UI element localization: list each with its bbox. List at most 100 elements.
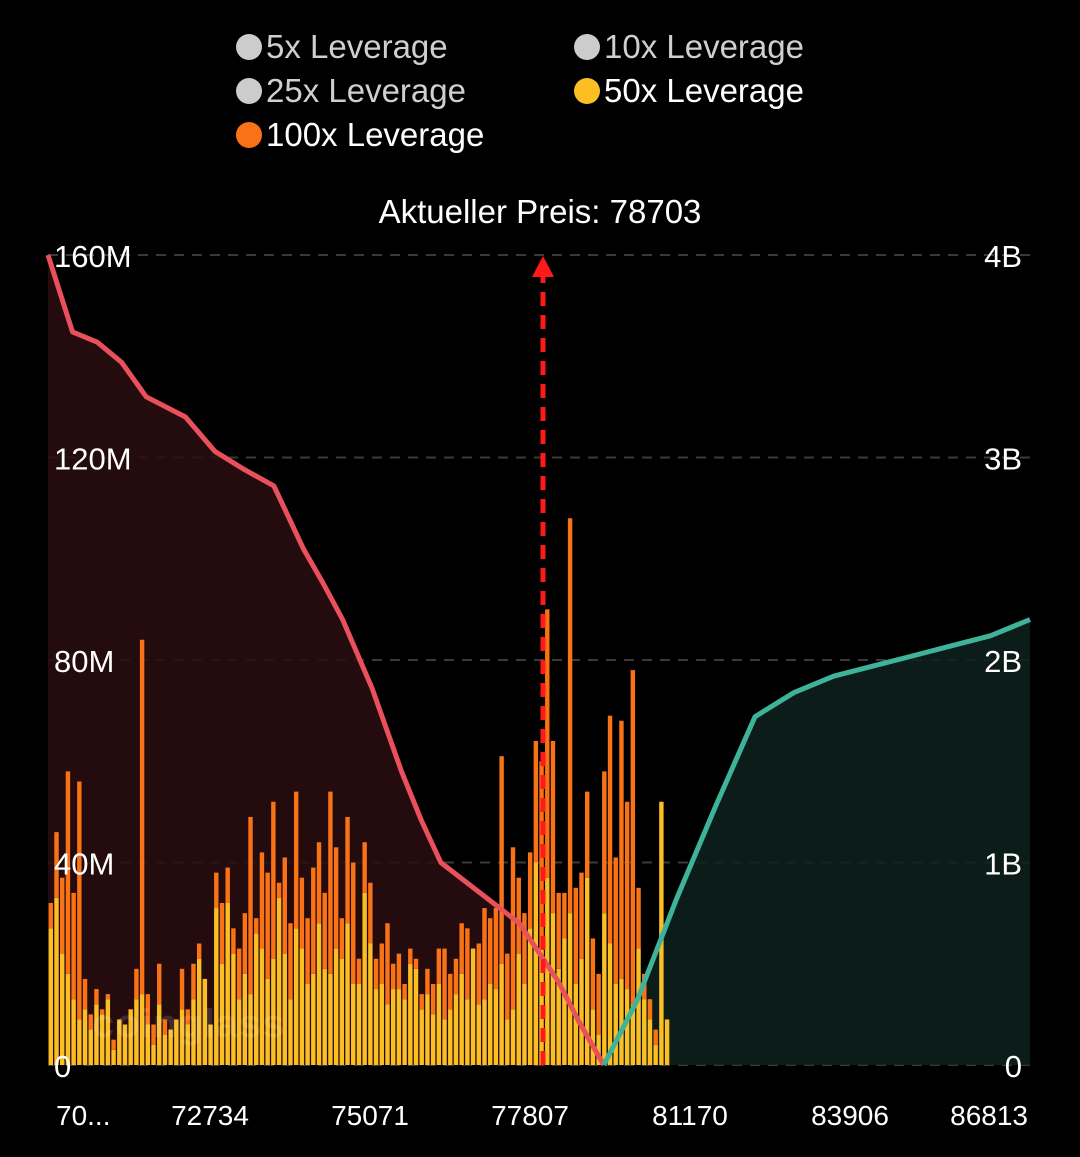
legend-item-100x-leverage[interactable]: 100x Leverage xyxy=(236,116,484,154)
bar-100x xyxy=(499,756,504,964)
bar-100x xyxy=(442,948,447,1020)
bar-100x xyxy=(99,1009,105,1015)
left-axis-tick: 0 xyxy=(54,1049,71,1084)
bar-50x xyxy=(590,1009,596,1065)
bar-100x xyxy=(276,882,282,898)
bar-50x xyxy=(430,1014,436,1065)
x-axis-tick: 72734 xyxy=(171,1100,249,1131)
bar-100x xyxy=(653,1029,658,1045)
bar-50x xyxy=(242,973,248,1065)
bar-50x xyxy=(117,1019,122,1065)
bar-100x xyxy=(282,857,287,954)
bar-50x xyxy=(573,984,578,1065)
bar-100x xyxy=(162,1019,168,1035)
bar-100x xyxy=(179,968,185,1010)
bar-100x xyxy=(225,867,230,903)
bar-50x xyxy=(214,908,219,1065)
bar-100x xyxy=(293,791,299,929)
bar-50x xyxy=(613,984,618,1065)
bar-50x xyxy=(533,862,539,1065)
bar-50x xyxy=(299,948,305,1065)
bar-50x xyxy=(419,1009,424,1065)
bar-100x xyxy=(562,892,567,939)
bar-100x xyxy=(505,953,510,1020)
bar-50x xyxy=(293,928,299,1065)
bar-50x xyxy=(196,958,202,1065)
bar-100x xyxy=(77,781,82,1020)
x-axis-tick: 77807 xyxy=(491,1100,569,1131)
bar-100x xyxy=(624,801,630,990)
bar-50x xyxy=(219,963,225,1065)
right-axis-tick: 0 xyxy=(1005,1049,1022,1084)
bar-50x xyxy=(151,1044,156,1065)
bar-50x xyxy=(550,913,556,1065)
bar-100x xyxy=(527,852,533,929)
bar-100x xyxy=(596,973,601,1035)
watermark: coinglass xyxy=(92,1002,286,1046)
legend-dot-icon xyxy=(574,34,600,60)
bar-100x xyxy=(214,872,219,909)
x-axis-tick: 81170 xyxy=(652,1100,728,1131)
bar-100x xyxy=(613,857,618,984)
bar-50x xyxy=(139,994,145,1065)
bar-50x xyxy=(208,1024,213,1065)
bar-50x xyxy=(624,989,630,1065)
bar-50x xyxy=(145,1024,151,1065)
bar-50x xyxy=(545,877,550,1065)
bar-50x xyxy=(271,958,276,1065)
bar-100x xyxy=(368,882,373,944)
bar-50x xyxy=(527,928,533,1065)
bar-100x xyxy=(453,958,459,995)
bar-100x xyxy=(402,984,407,1000)
long-cumulative-area xyxy=(48,255,604,1065)
bar-50x xyxy=(111,1049,116,1065)
legend-label: 10x Leverage xyxy=(604,28,804,65)
bar-100x xyxy=(157,963,162,1005)
legend-item-25x-leverage[interactable]: 25x Leverage xyxy=(236,72,466,110)
bar-100x xyxy=(236,948,242,1000)
legend-item-5x-leverage[interactable]: 5x Leverage xyxy=(236,28,448,66)
bar-50x xyxy=(448,1009,453,1065)
bar-50x xyxy=(339,958,345,1065)
bar-50x xyxy=(596,1034,601,1065)
bar-50x xyxy=(333,948,339,1065)
bar-50x xyxy=(82,1009,88,1065)
legend-label: 25x Leverage xyxy=(266,72,466,109)
bar-50x xyxy=(510,1009,516,1065)
bar-50x xyxy=(556,968,561,1065)
bar-100x xyxy=(630,670,636,1005)
bar-100x xyxy=(585,791,590,878)
bar-100x xyxy=(556,892,561,969)
bar-100x xyxy=(408,948,413,964)
bar-100x xyxy=(533,741,539,863)
bar-100x xyxy=(436,948,442,984)
bar-100x xyxy=(219,903,225,964)
bar-100x xyxy=(271,801,276,959)
bar-50x xyxy=(99,1014,105,1065)
bar-100x xyxy=(134,968,139,1000)
bar-50x xyxy=(493,989,499,1065)
bar-100x xyxy=(105,994,111,1000)
legend-label: 50x Leverage xyxy=(604,72,804,109)
long-cumulative-line xyxy=(45,254,606,1067)
bar-50x xyxy=(385,1004,390,1065)
bar-50x xyxy=(71,999,76,1065)
bar-50x xyxy=(402,999,407,1065)
bar-50x xyxy=(94,1004,99,1065)
bar-50x xyxy=(351,984,356,1065)
legend-item-50x-leverage[interactable]: 50x Leverage xyxy=(574,72,804,110)
bar-50x xyxy=(653,1044,658,1065)
bar-50x xyxy=(522,984,527,1065)
bar-100x xyxy=(71,892,76,1000)
legend-item-10x-leverage[interactable]: 10x Leverage xyxy=(574,28,804,66)
bar-50x xyxy=(179,1009,185,1065)
bar-100x xyxy=(242,913,248,974)
legend-label: 5x Leverage xyxy=(266,28,448,65)
bar-100x xyxy=(311,867,316,974)
bar-100x xyxy=(60,877,65,954)
bar-50x xyxy=(459,973,464,1065)
bar-100x xyxy=(379,943,384,984)
bar-50x xyxy=(191,999,196,1065)
bar-50x xyxy=(259,948,265,1065)
bar-50x xyxy=(288,999,293,1065)
